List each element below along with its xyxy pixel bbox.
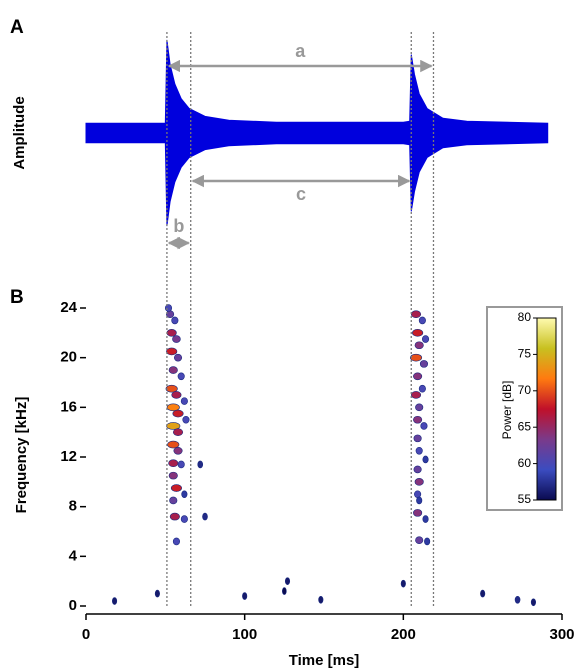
spectral-blob	[181, 490, 188, 499]
spectral-blob	[172, 409, 184, 418]
spectral-blob	[418, 316, 426, 325]
spectral-blob	[197, 460, 204, 469]
spectral-blob	[166, 347, 178, 356]
spectral-blob	[182, 415, 190, 424]
spectral-blob	[415, 446, 423, 455]
y-tick-label: 12	[60, 448, 77, 465]
spectral-blob	[413, 465, 422, 474]
spectral-blob	[172, 335, 181, 343]
y-tick-label: 0	[69, 597, 77, 614]
spectral-blob	[415, 536, 424, 544]
spectral-blob	[165, 384, 178, 393]
y-tick-label: 24	[60, 299, 77, 316]
spectral-blob	[424, 537, 431, 546]
spectral-blob	[284, 577, 291, 585]
spectral-blob	[166, 403, 180, 412]
spectral-blob	[421, 335, 430, 343]
spectral-blob	[202, 512, 208, 521]
spectral-blob	[419, 360, 429, 368]
panel-label: A	[10, 17, 24, 38]
y-axis-label: Frequency [kHz]	[13, 397, 30, 514]
spectral-blob	[168, 471, 178, 480]
spectral-blob	[409, 353, 423, 362]
spectral-blob	[412, 329, 424, 337]
panel-label: B	[10, 287, 24, 308]
spectral-blob	[170, 484, 182, 492]
spectral-blob	[166, 329, 177, 337]
colorbar-tick-label: 55	[518, 492, 532, 506]
colorbar-label: Power [dB]	[500, 381, 514, 440]
spectral-blob	[400, 579, 406, 588]
waveform	[85, 39, 549, 227]
interval-label: c	[296, 184, 306, 204]
spectral-blob	[173, 446, 183, 455]
y-axis-label: Amplitude	[11, 96, 28, 169]
spectral-blob	[413, 415, 423, 424]
y-tick-label: 8	[69, 498, 77, 515]
spectral-blob	[172, 537, 180, 546]
spectral-blob	[112, 597, 118, 605]
spectral-blob	[420, 422, 428, 430]
spectral-blob	[169, 496, 178, 505]
x-tick-label: 100	[232, 626, 257, 643]
spectral-blob	[282, 587, 287, 595]
colorbar	[536, 317, 557, 501]
spectral-blob	[414, 490, 422, 499]
spectral-blob	[416, 496, 423, 505]
spectral-blob	[413, 434, 422, 443]
spectral-blob	[418, 384, 426, 393]
x-tick-label: 0	[82, 626, 90, 643]
spectral-blob	[242, 592, 248, 600]
colorbar-tick-label: 80	[518, 310, 532, 324]
spectral-blob	[164, 304, 173, 312]
spectral-blob	[413, 372, 423, 381]
x-tick-label: 200	[391, 626, 416, 643]
spectral-blob	[514, 595, 521, 604]
colorbar-tick-label: 65	[518, 419, 532, 433]
spectral-blob	[480, 589, 486, 598]
y-tick-label: 20	[60, 349, 77, 366]
spectral-blob	[180, 515, 188, 523]
spectral-blob	[171, 391, 182, 399]
interval-label: b	[173, 216, 184, 236]
spectral-blob	[169, 512, 180, 521]
spectral-blob	[410, 391, 422, 399]
spectral-blob	[154, 589, 160, 598]
spectral-blob	[172, 428, 184, 436]
spectral-blob	[318, 595, 324, 604]
spectral-blob	[177, 460, 185, 469]
colorbar-tick-label: 70	[518, 383, 532, 397]
spectral-blob	[414, 478, 424, 486]
y-tick-label: 4	[69, 547, 78, 564]
spectral-blob	[414, 341, 424, 350]
spectral-blob	[530, 598, 536, 607]
spectral-blob	[173, 353, 183, 362]
spectral-blob	[413, 509, 423, 517]
x-tick-label: 300	[549, 626, 574, 643]
spectral-blob	[415, 403, 424, 412]
x-axis-label: Time [ms]	[289, 652, 360, 669]
spectral-blob	[422, 455, 429, 464]
spectral-blob	[171, 316, 179, 325]
colorbar-tick-label: 60	[518, 456, 532, 470]
interval-label: a	[295, 41, 306, 61]
spectral-blob	[168, 459, 179, 468]
spectral-blob	[177, 372, 185, 381]
y-tick-label: 16	[60, 398, 77, 415]
spectral-blob	[167, 440, 180, 449]
spectral-blob	[168, 366, 178, 374]
colorbar-tick-label: 75	[518, 347, 532, 361]
spectral-blob	[422, 515, 429, 523]
spectral-blob	[410, 310, 422, 319]
spectral-blob	[180, 397, 188, 405]
